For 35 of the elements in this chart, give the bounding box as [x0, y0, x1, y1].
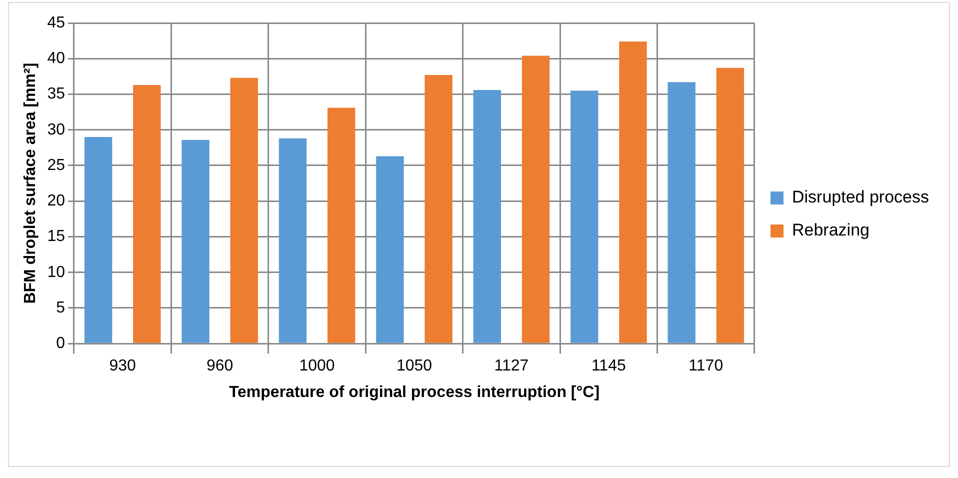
- x-tick-label: 1127: [494, 358, 529, 375]
- y-tick-label: 30: [47, 121, 66, 138]
- y-axis-title: BFM droplet surface area [mm²]: [22, 62, 40, 304]
- bar: [376, 156, 404, 343]
- x-axis-title: Temperature of original process interruption [°C]: [228, 384, 600, 401]
- bar: [473, 90, 502, 343]
- y-tick-label: 45: [47, 14, 66, 32]
- bar: [522, 56, 550, 343]
- y-tick-label: 15: [47, 228, 66, 246]
- bar: [84, 136, 112, 343]
- bar: [570, 90, 598, 343]
- bar: [424, 75, 452, 343]
- y-tick-label: 20: [47, 192, 66, 210]
- legend-label: Rebrazing: [792, 220, 870, 240]
- bar: [230, 78, 258, 343]
- x-tick-label: 1170: [688, 358, 724, 375]
- bar: [668, 82, 696, 343]
- x-tick-label: 1050: [396, 358, 432, 375]
- bar: [619, 42, 647, 343]
- bar: [278, 138, 307, 343]
- bar: [133, 84, 161, 343]
- y-tick-label: 5: [56, 299, 66, 316]
- y-tick-label: 35: [47, 86, 66, 103]
- x-tick-label: 1145: [591, 358, 626, 375]
- y-tick-label: 10: [47, 264, 66, 281]
- x-tick-label: 1000: [299, 358, 335, 375]
- bar: [327, 108, 356, 343]
- x-tick-label: 960: [206, 358, 234, 375]
- y-tick-label: 25: [47, 156, 66, 174]
- bar: [182, 140, 210, 343]
- legend-label: Disrupted process: [792, 188, 930, 207]
- y-tick-label: 0: [56, 335, 66, 352]
- y-tick-label: 40: [47, 50, 66, 68]
- x-tick-label: 930: [109, 358, 136, 375]
- bar: [716, 68, 744, 343]
